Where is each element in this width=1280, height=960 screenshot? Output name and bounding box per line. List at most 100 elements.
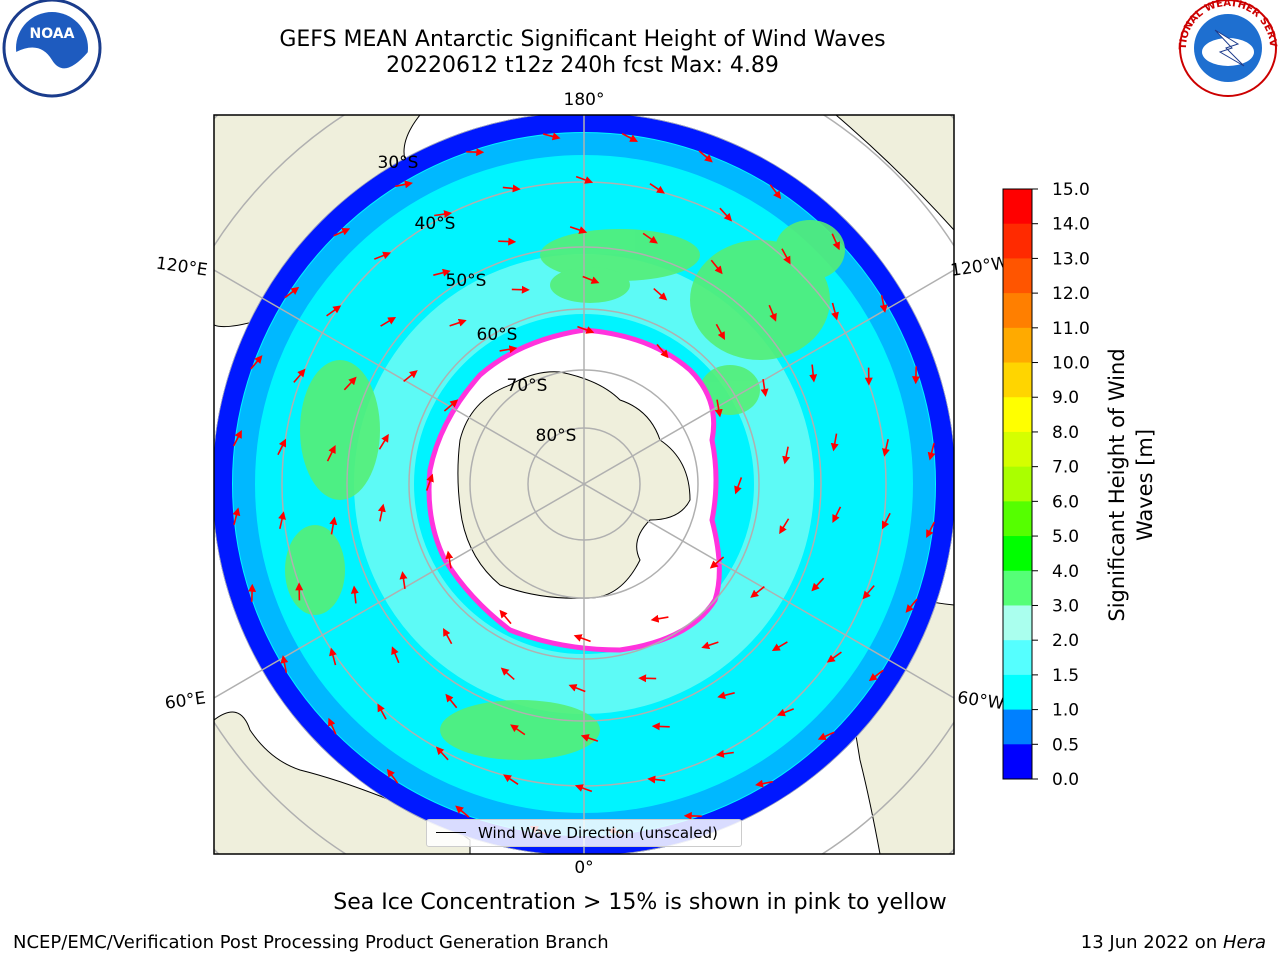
wind-arrow bbox=[771, 641, 788, 652]
chart-subtitle: 20220612 t12z 240h fcst Max: 4.89 bbox=[386, 53, 779, 78]
wind-arrow bbox=[649, 183, 665, 194]
wind-arrow bbox=[386, 768, 399, 784]
wind-arrow bbox=[715, 323, 725, 341]
legend-label: Wind Wave Direction (unscaled) bbox=[478, 824, 718, 842]
wind-arrow bbox=[280, 655, 289, 673]
wind-arrow bbox=[809, 364, 818, 383]
wind-arrow bbox=[433, 268, 451, 277]
nws-ring-text: NATIONAL WEATHER SERVICE bbox=[0, 0, 1278, 50]
wind-arrow bbox=[391, 646, 400, 664]
wind-arrow bbox=[651, 722, 670, 731]
wind-arrow bbox=[701, 641, 719, 650]
wind-arrow bbox=[717, 691, 735, 700]
wind-arrow bbox=[830, 433, 839, 452]
lon-label-120e: 120°E bbox=[155, 254, 209, 281]
wind-arrow bbox=[329, 516, 338, 535]
wind-arrow bbox=[811, 577, 825, 592]
graticule bbox=[214, 115, 954, 854]
wind-arrow bbox=[647, 775, 666, 784]
noaa-logo-text: NOAA bbox=[30, 26, 75, 42]
wind-arrow bbox=[575, 175, 594, 184]
wind-arrow bbox=[443, 627, 453, 645]
wind-arrow bbox=[755, 779, 773, 788]
wind-arrow bbox=[831, 302, 839, 321]
wind-arrow bbox=[434, 210, 453, 219]
wind-arrow bbox=[445, 550, 454, 569]
wind-arrow bbox=[498, 237, 517, 246]
wind-arrow bbox=[927, 442, 936, 461]
lon-label-180: 180° bbox=[564, 90, 605, 110]
credit-branch: NCEP/EMC/Verification Post Processing Pr… bbox=[13, 932, 609, 953]
wind-arrow bbox=[776, 708, 794, 717]
lon-label-0: 0° bbox=[574, 858, 593, 878]
wind-arrow bbox=[826, 651, 842, 663]
antarctica bbox=[457, 371, 691, 599]
wind-arrow bbox=[499, 609, 512, 625]
wind-arrow bbox=[577, 325, 595, 334]
wind-arrow bbox=[926, 521, 936, 539]
wind-arrow bbox=[768, 304, 777, 322]
wind-arrow bbox=[568, 684, 586, 693]
wave-height-patches bbox=[285, 220, 845, 760]
wind-arrow bbox=[698, 150, 713, 163]
wind-arrow bbox=[580, 734, 599, 742]
wind-arrow bbox=[653, 287, 668, 301]
wind-arrow bbox=[328, 717, 337, 735]
wind-arrow bbox=[278, 511, 286, 530]
lat-label-40s: 40°S bbox=[415, 214, 456, 234]
wind-arrow bbox=[862, 585, 875, 600]
lon-label-120w: 120°W bbox=[949, 253, 1009, 281]
wind-arrow bbox=[380, 316, 397, 327]
wind-arrow bbox=[395, 180, 413, 189]
wind-arrow bbox=[750, 586, 765, 598]
wind-arrow bbox=[250, 355, 263, 370]
wind-arrow bbox=[343, 376, 357, 391]
wind-arrow bbox=[905, 598, 918, 613]
wind-arrow bbox=[510, 724, 526, 736]
wind-arrow bbox=[881, 512, 891, 530]
wind-arrow bbox=[760, 379, 769, 397]
map-legend: Wind Wave Direction (unscaled) bbox=[426, 819, 742, 847]
svg-text:NATIONAL WEATHER SERVICE: NATIONAL WEATHER SERVICE bbox=[0, 0, 1278, 50]
wind-arrow bbox=[350, 585, 359, 604]
wind-arrow bbox=[769, 184, 782, 200]
wind-arrow bbox=[399, 571, 408, 589]
wind-arrow bbox=[831, 233, 840, 251]
lon-label-60w: 60°W bbox=[956, 688, 1005, 714]
legend-line-sample bbox=[436, 832, 466, 833]
wind-arrow bbox=[817, 731, 835, 740]
wind-direction-arrows bbox=[232, 132, 936, 836]
wind-arrow bbox=[329, 647, 337, 666]
credit-date-text: 13 Jun 2022 on bbox=[1080, 932, 1223, 953]
wind-arrow bbox=[715, 749, 734, 758]
wind-arrow bbox=[403, 370, 418, 382]
wind-arrow bbox=[499, 345, 518, 354]
wind-arrow bbox=[455, 805, 470, 818]
wind-arrow bbox=[710, 259, 723, 275]
wind-arrow bbox=[574, 784, 593, 793]
wind-arrow bbox=[879, 295, 888, 313]
wind-arrow bbox=[832, 506, 842, 523]
nws-logo: NATIONAL WEATHER SERVICE bbox=[0, 0, 1278, 97]
lon-label-60e: 60°E bbox=[164, 688, 207, 713]
wind-arrow bbox=[500, 667, 515, 681]
wind-arrow bbox=[425, 473, 434, 491]
wind-arrow bbox=[284, 286, 300, 299]
wind-arrow bbox=[443, 399, 459, 412]
wind-arrow bbox=[714, 399, 723, 418]
wind-arrow bbox=[232, 429, 242, 447]
wind-arrow bbox=[445, 693, 458, 709]
wind-arrow bbox=[642, 232, 658, 244]
wind-arrow bbox=[582, 275, 600, 284]
wind-arrow bbox=[374, 251, 392, 260]
wind-arrow bbox=[782, 446, 791, 465]
wind-arrow bbox=[377, 703, 387, 720]
wind-arrow bbox=[502, 184, 521, 193]
lat-label-60s: 60°S bbox=[477, 325, 518, 345]
wind-arrow bbox=[719, 207, 733, 222]
credit-machine: Hera bbox=[1222, 932, 1266, 953]
wind-arrow bbox=[656, 343, 669, 359]
wind-arrow bbox=[621, 132, 639, 142]
wind-arrow bbox=[573, 634, 591, 643]
